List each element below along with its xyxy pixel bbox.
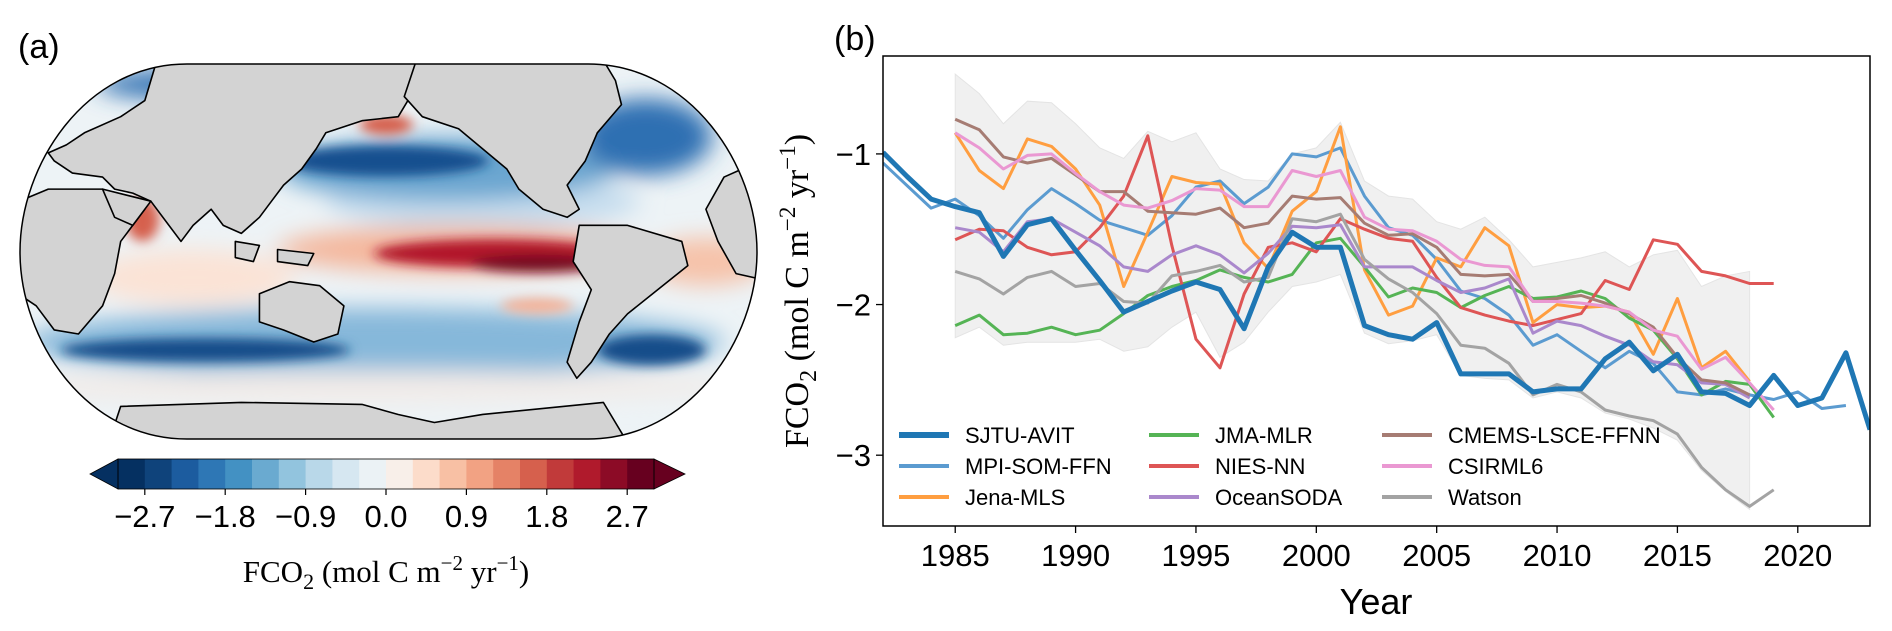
colorbar-segment [520, 459, 548, 489]
southern-band-light [20, 370, 749, 403]
x-tick-label: 2005 [1402, 538, 1471, 573]
series-line-watson [954, 212, 1775, 508]
colorbar-tick-label: 1.8 [525, 499, 568, 534]
colorbar-segment [412, 459, 441, 489]
land-arabia [103, 189, 151, 225]
southern-ocean-dark-indian [60, 338, 350, 363]
colorbar-segment [198, 459, 226, 489]
legend: SJTU-AVIT MPI-SOM-FFN Jena-MLS JMA-MLR NIES-… [899, 423, 1661, 510]
colorbar-segment [332, 459, 360, 489]
colorbar-segment [225, 459, 253, 489]
colorbar-tick-label: 0.9 [445, 499, 488, 534]
colorbar-segment [627, 459, 655, 489]
colorbar-segment [118, 459, 146, 489]
colorbar-segment [439, 459, 467, 489]
legend-entry: Jena-MLS [899, 485, 1065, 510]
legend-label: OceanSODA [1215, 485, 1342, 510]
panel-b-label: (b) [834, 20, 876, 58]
colorbar-tick-label: 0.0 [364, 499, 407, 534]
colorbar-segment [493, 459, 521, 489]
legend-label: CMEMS-LSCE-FFNN [1448, 423, 1661, 448]
legend-label: MPI-SOM-FFN [965, 454, 1112, 479]
legend-label: CSIRML6 [1448, 454, 1543, 479]
land-eurasia [48, 64, 416, 241]
colorbar-segment [386, 459, 414, 489]
series-line-sjtu-avit [883, 150, 1870, 431]
colorbar-segment [144, 459, 173, 489]
land-south-america [567, 225, 688, 378]
y-tick-label: −2 [836, 288, 871, 323]
line-plot: 1985 1990 1995 2000 2005 2010 2015 2020 −1 −2 −3 SJ… [836, 55, 1871, 573]
series-line-nies-nn [954, 134, 1774, 370]
colorbar-ticks: −2.7 −1.8 −0.9 0.0 0.9 1.8 2.7 [114, 489, 649, 534]
legend-entry: NIES-NN [1149, 454, 1305, 479]
colorbar-extend-max-arrow [653, 458, 686, 490]
colorbar-segment [278, 459, 307, 489]
southern-ocean-dark-atlantic [597, 334, 706, 366]
legend-entry: MPI-SOM-FFN [899, 454, 1112, 479]
x-tick-label: 1990 [1041, 538, 1110, 573]
x-tick-label: 2000 [1282, 538, 1351, 573]
legend-entry: Watson [1382, 485, 1522, 510]
colorbar-tick-label: −1.8 [195, 499, 256, 534]
series-line-mpi-som-ffn [883, 146, 1847, 410]
land-maritime-se-asia-2 [278, 249, 314, 265]
x-tick-label: 2010 [1523, 538, 1592, 573]
legend-entry: CMEMS-LSCE-FFNN [1382, 423, 1661, 448]
equatorial-pacific-core [470, 254, 604, 273]
colorbar-tick-label: −0.9 [275, 499, 336, 534]
land-australia [259, 282, 343, 342]
x-tick-label: 2015 [1643, 538, 1712, 573]
colorbar-segment [252, 459, 280, 489]
colorbar-segment [546, 459, 575, 489]
colorbar-segment [573, 459, 601, 489]
colorbar-extend-min-arrow [89, 458, 119, 490]
legend-label: Jena-MLS [965, 485, 1065, 510]
x-tick-label: 1995 [1161, 538, 1230, 573]
series-lines [883, 117, 1870, 508]
y-tick-label: −1 [836, 137, 871, 172]
legend-label: JMA-MLR [1215, 423, 1313, 448]
legend-entry: CSIRML6 [1382, 454, 1543, 479]
x-axis-label: Year [1340, 581, 1413, 622]
indian-ocean-pink [90, 249, 296, 306]
south-pacific-pink [500, 297, 574, 314]
land-maritime-se-asia-1 [235, 241, 259, 261]
plot-frame [882, 55, 1871, 527]
colorbar-segment [600, 459, 628, 489]
series-line-oceansoda [954, 217, 1751, 400]
land-north-america [404, 64, 621, 217]
colorbar-segment [171, 459, 199, 489]
land-antarctica [109, 402, 628, 439]
colorbar [89, 458, 686, 490]
colorbar-tick-label: 2.7 [606, 499, 649, 534]
map-outline [19, 63, 758, 440]
colorbar-segment [466, 459, 494, 489]
land [20, 64, 757, 439]
legend-label: SJTU-AVIT [965, 423, 1075, 448]
legend-entry: JMA-MLR [1149, 423, 1313, 448]
x-tick-label: 1985 [921, 538, 990, 573]
series-line-csirml6 [954, 131, 1775, 411]
north-atlantic-blue [579, 98, 712, 176]
x-tick-label: 2020 [1763, 538, 1832, 573]
north-pacific-blue-core [283, 145, 489, 177]
colorbar-segment [305, 459, 333, 489]
colorbar-tick-label: −2.7 [114, 499, 175, 534]
y-tick-label: −3 [836, 438, 871, 473]
y-axis-label: FCO2 (mol C m−2 yr−1) [775, 134, 822, 448]
legend-entry: OceanSODA [1149, 485, 1342, 510]
legend-label: Watson [1448, 485, 1522, 510]
legend-entry: SJTU-AVIT [899, 423, 1075, 448]
panel-a-label: (a) [18, 28, 60, 66]
legend-label: NIES-NN [1215, 454, 1305, 479]
colorbar-segment [359, 459, 387, 489]
colorbar-label: FCO2 (mol C m−2 yr−1) [243, 551, 530, 594]
world-map [20, 64, 757, 439]
